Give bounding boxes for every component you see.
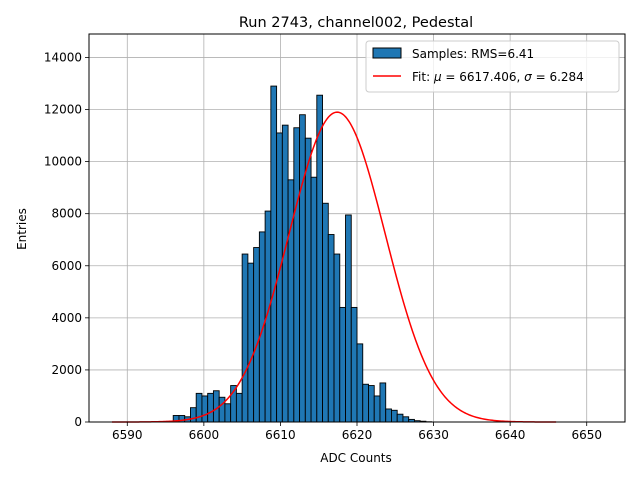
y-tick-label: 2000: [51, 363, 82, 377]
histogram-bar: [304, 137, 312, 423]
histogram-bar: [373, 395, 381, 423]
histogram-bar: [402, 416, 410, 423]
histogram-bar: [241, 253, 249, 423]
histogram-bar: [316, 94, 323, 423]
histogram-bar: [396, 413, 404, 423]
legend-fit-label-part: Fit:: [412, 70, 434, 84]
histogram-bar: [235, 392, 243, 423]
y-tick-label: 14000: [44, 50, 82, 64]
y-tick-label: 10000: [44, 155, 82, 169]
legend: Samples: RMS=6.41 Fit: μ = 6617.406, σ =…: [365, 40, 620, 93]
histogram-bar: [356, 343, 364, 423]
legend-histogram-label: Samples: RMS=6.41: [412, 47, 534, 61]
legend-fit-label: Fit: μ = 6617.406, σ = 6.284: [412, 70, 584, 84]
histogram-bar: [379, 382, 387, 423]
chart-title: Run 2743, channel002, Pedestal: [239, 15, 473, 31]
x-tick-label: 6640: [495, 428, 526, 442]
histogram-bar: [270, 85, 278, 423]
x-tick-label: 6590: [112, 428, 143, 442]
x-axis-label: ADC Counts: [320, 451, 392, 465]
y-tick-label: 0: [74, 415, 82, 429]
x-tick-label: 6600: [189, 428, 220, 442]
grid: [89, 34, 625, 423]
histogram-bar: [339, 306, 346, 423]
histogram-bar: [190, 407, 197, 423]
y-tick-label: 8000: [51, 207, 82, 221]
histogram-bar: [207, 392, 214, 423]
legend-box: [365, 40, 620, 93]
histogram-bar: [253, 247, 260, 423]
histogram-bar: [247, 262, 255, 423]
histogram-bar: [327, 234, 335, 423]
histogram-bar: [350, 306, 358, 423]
histogram-bar: [310, 176, 318, 423]
y-tick-label: 12000: [44, 103, 82, 117]
legend-fit-sigma-symbol: σ: [524, 70, 532, 84]
x-tick-label: 6610: [265, 428, 296, 442]
histogram-bar: [362, 383, 369, 423]
legend-fit-label-part: = 6617.406,: [442, 70, 525, 84]
x-tick-label: 6630: [418, 428, 449, 442]
x-tick-label: 6620: [342, 428, 373, 442]
histogram-bar: [299, 114, 306, 423]
y-tick-label: 4000: [51, 311, 82, 325]
x-axis: 6590 6600 6610 6620 6630 6640 6650: [112, 422, 602, 442]
histogram-bars: [172, 85, 433, 423]
x-tick-label: 6650: [571, 428, 602, 442]
histogram-bar: [368, 385, 375, 423]
histogram-bar: [333, 253, 341, 423]
histogram-bar: [258, 231, 266, 423]
histogram-bar: [391, 409, 398, 423]
legend-fit-mu-symbol: μ: [433, 70, 442, 84]
y-tick-label: 6000: [51, 259, 82, 273]
histogram-bar: [293, 127, 301, 423]
y-axis: 0 2000 4000 6000 8000 10000 12000 14000: [44, 50, 89, 429]
legend-histogram-swatch: [372, 47, 402, 59]
histogram-bar: [218, 396, 226, 423]
histogram-bar: [281, 124, 289, 423]
histogram-bar: [322, 202, 329, 423]
histogram-bar: [224, 403, 232, 423]
histogram-bar: [201, 395, 209, 423]
y-axis-label: Entries: [15, 208, 29, 250]
legend-fit-label-part: = 6.284: [532, 70, 584, 84]
fit-curve: [111, 111, 557, 423]
histogram-bar: [345, 214, 352, 423]
histogram-bar: [385, 408, 392, 423]
